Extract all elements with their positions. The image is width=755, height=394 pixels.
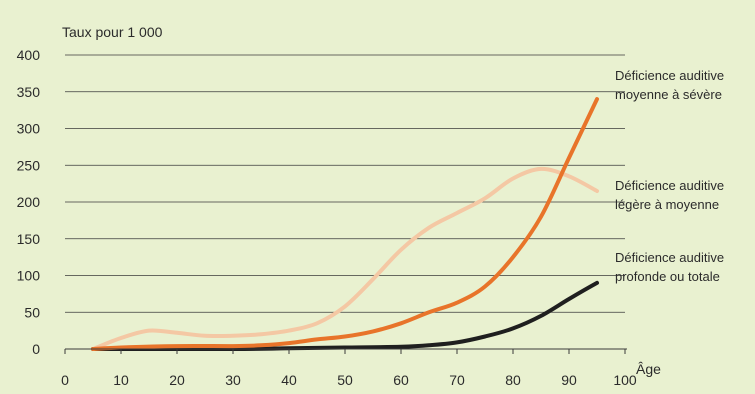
axes: 0 50 100 150 200 250 300 350 400 0 10 20 30 40 50 60 70 8… — [17, 47, 637, 388]
y-axis-title: Taux pour 1 000 — [62, 24, 163, 40]
series-lines — [91, 97, 599, 352]
series-line-moyenne-severe — [91, 97, 599, 351]
y-tick-label: 200 — [17, 194, 41, 210]
y-tick-label: 400 — [17, 47, 41, 63]
x-tick-label: 80 — [505, 372, 521, 388]
series-line-profonde-totale — [91, 280, 599, 352]
x-axis-title: Âge — [636, 361, 661, 377]
grid-lines — [65, 54, 625, 313]
series-line-legere-moyenne — [91, 166, 599, 351]
y-tick-label: 300 — [17, 121, 41, 137]
series-label: Déficience auditive — [615, 68, 724, 83]
y-tick-label: 100 — [17, 268, 41, 284]
series-label: profonde ou totale — [615, 269, 720, 284]
y-tick-label: 150 — [17, 231, 41, 247]
x-tick-label: 30 — [225, 372, 241, 388]
x-tick-label: 90 — [561, 372, 577, 388]
series-labels: Déficience auditive moyenne à sévère Défic… — [615, 68, 724, 284]
series-label: moyenne à sévère — [615, 87, 722, 102]
x-tick-label: 50 — [337, 372, 353, 388]
x-tick-label: 60 — [393, 372, 409, 388]
x-tick-label: 100 — [613, 372, 637, 388]
x-tick-label: 40 — [281, 372, 297, 388]
y-tick-label: 250 — [17, 157, 41, 173]
x-tick-label: 10 — [113, 372, 129, 388]
x-tick-label: 20 — [169, 372, 185, 388]
y-tick-label: 350 — [17, 84, 41, 100]
series-label: Déficience auditive — [615, 250, 724, 265]
series-label: Déficience auditive — [615, 178, 724, 193]
series-label: légère à moyenne — [615, 197, 719, 212]
y-tick-label: 0 — [32, 341, 40, 357]
x-tick-label: 0 — [61, 372, 69, 388]
x-tick-label: 70 — [449, 372, 465, 388]
y-tick-label: 50 — [24, 304, 40, 320]
